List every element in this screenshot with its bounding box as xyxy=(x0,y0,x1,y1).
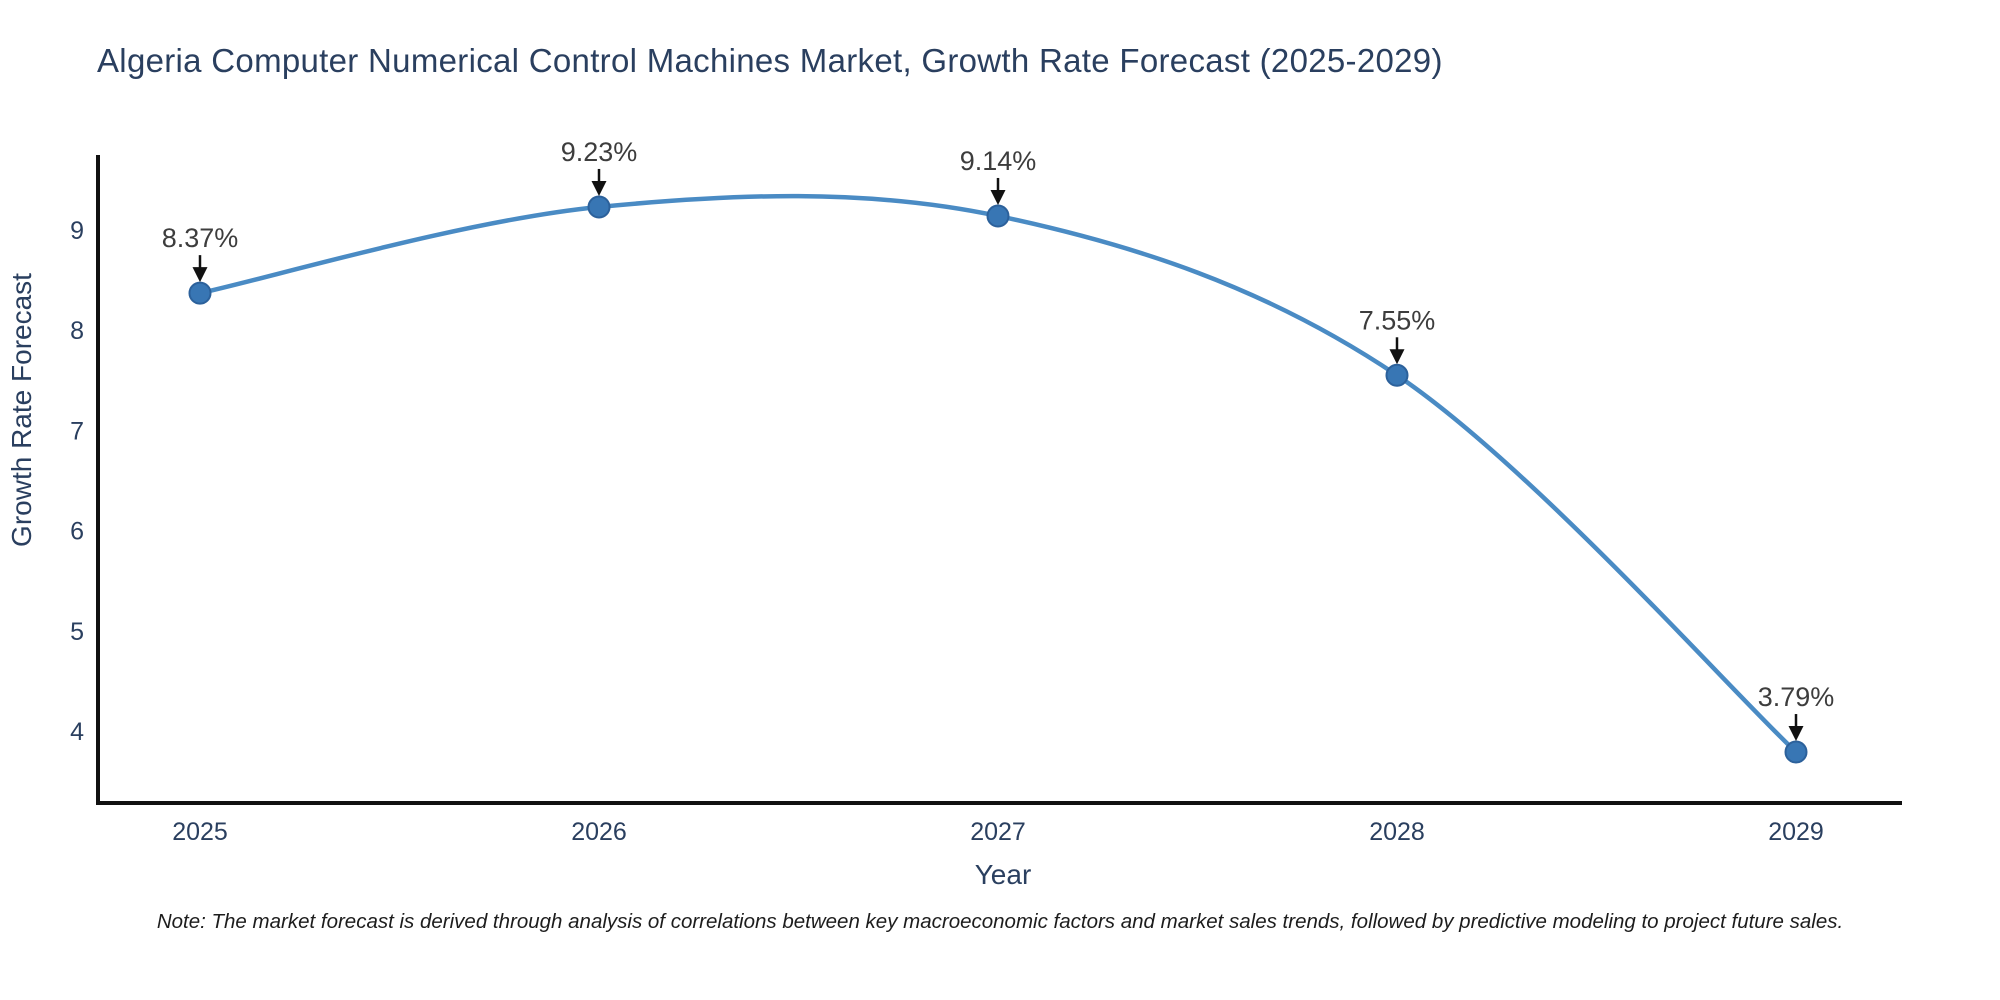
x-tick-label: 2027 xyxy=(970,818,1026,846)
y-tick-label: 5 xyxy=(70,618,84,646)
data-point-marker xyxy=(1385,363,1409,387)
data-point-label: 9.14% xyxy=(960,146,1037,176)
data-point-label: 8.37% xyxy=(162,223,239,253)
data-point-label: 7.55% xyxy=(1359,305,1436,335)
x-tick-label: 2026 xyxy=(571,818,627,846)
data-point-label: 9.23% xyxy=(561,137,638,167)
annotation-arrow-head xyxy=(990,189,1006,205)
axis-spine xyxy=(96,155,1902,805)
x-tick-label: 2025 xyxy=(172,818,228,846)
y-tick-label: 9 xyxy=(70,217,84,245)
x-axis-title: Year xyxy=(975,859,1032,890)
y-tick-label: 8 xyxy=(70,317,84,345)
y-axis-title: Growth Rate Forecast xyxy=(6,273,37,547)
y-tick-label: 7 xyxy=(70,417,84,445)
x-tick-label: 2028 xyxy=(1369,818,1425,846)
annotation-arrow-head xyxy=(1788,726,1804,742)
data-point-marker xyxy=(587,195,611,219)
annotation-arrow-head xyxy=(591,180,607,196)
y-tick-label: 6 xyxy=(70,518,84,546)
data-point-label: 3.79% xyxy=(1758,682,1835,712)
annotation-arrow-head xyxy=(1389,349,1405,365)
x-tick-label: 2029 xyxy=(1768,818,1824,846)
y-tick-label: 4 xyxy=(70,718,84,746)
data-point-marker xyxy=(986,204,1010,228)
annotation-arrow-head xyxy=(192,267,208,283)
chart-title: Algeria Computer Numerical Control Machi… xyxy=(97,42,1443,79)
footnote: Note: The market forecast is derived thr… xyxy=(156,910,1844,933)
data-point-marker xyxy=(188,281,212,305)
trend-line xyxy=(197,193,1799,755)
data-point-marker xyxy=(1784,740,1808,764)
